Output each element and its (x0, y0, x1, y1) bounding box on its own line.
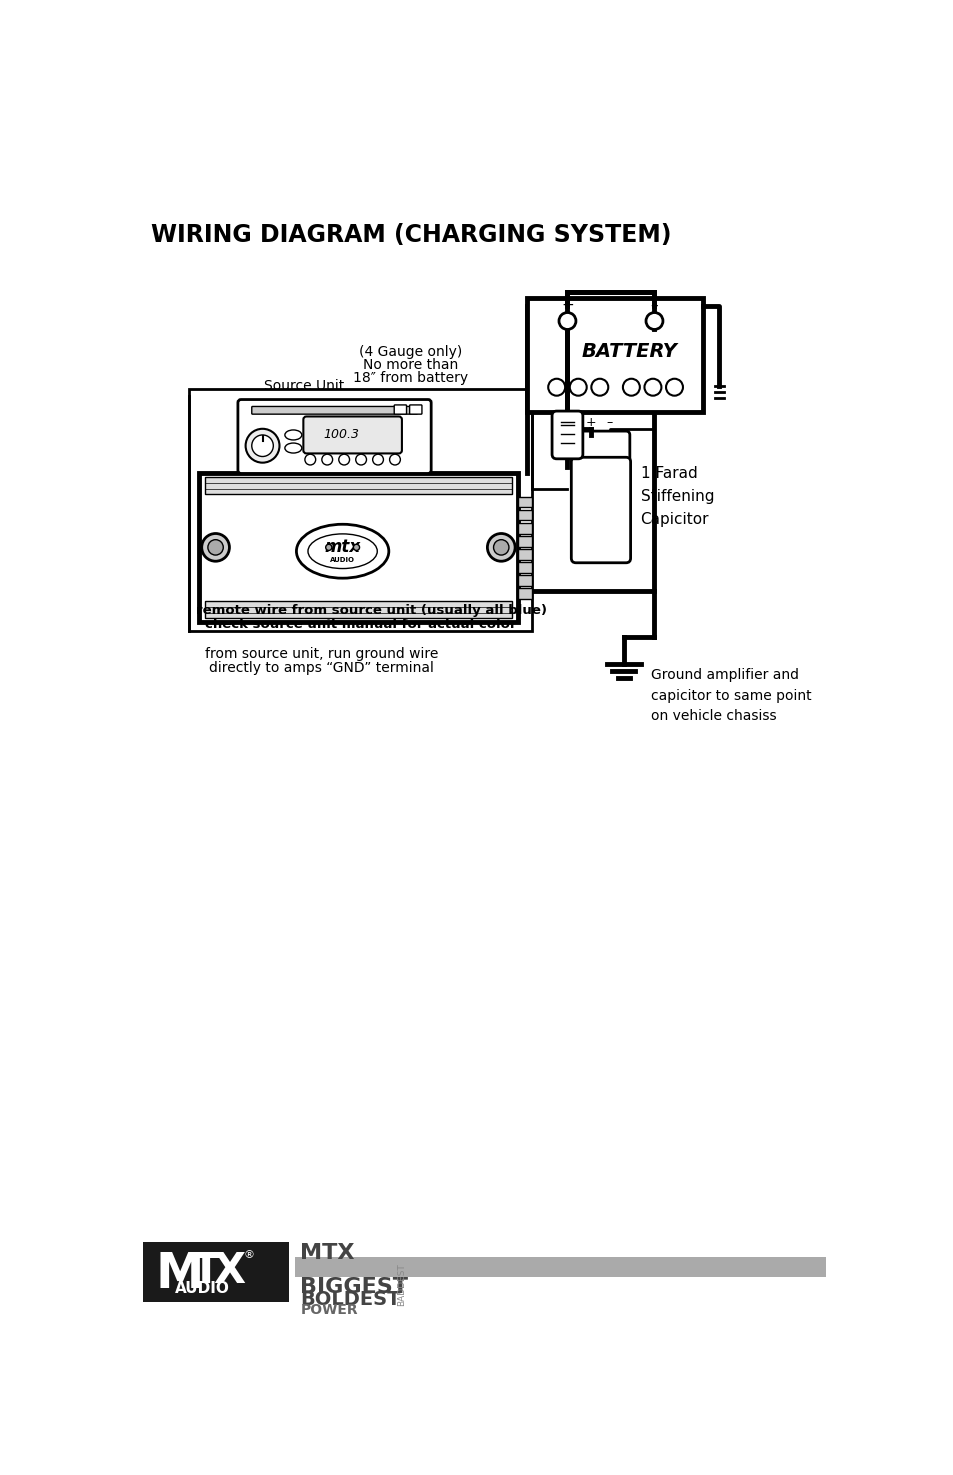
Circle shape (389, 454, 400, 465)
Circle shape (591, 379, 608, 395)
Circle shape (208, 540, 223, 555)
Text: ®: ® (243, 1249, 254, 1260)
Circle shape (493, 540, 508, 555)
Bar (190, 389, 532, 631)
Text: remote wire from source unit (usually all blue): remote wire from source unit (usually al… (195, 605, 546, 618)
FancyBboxPatch shape (409, 406, 421, 414)
Circle shape (548, 379, 564, 395)
Text: BATTERY: BATTERY (580, 342, 677, 361)
Text: 1 Farad
Stiffening
Capicitor: 1 Farad Stiffening Capicitor (640, 466, 714, 528)
Circle shape (355, 454, 366, 465)
Text: BIGGEST: BIGGEST (300, 1277, 408, 1298)
Circle shape (558, 313, 576, 329)
Circle shape (321, 454, 333, 465)
Text: –: – (650, 298, 658, 313)
Text: +: + (585, 416, 596, 429)
Text: MTX: MTX (300, 1243, 355, 1264)
Text: No more than: No more than (362, 358, 457, 372)
FancyBboxPatch shape (237, 400, 431, 473)
Ellipse shape (308, 534, 376, 568)
Text: AUDIO: AUDIO (330, 558, 355, 563)
Bar (517, 497, 532, 507)
Bar (517, 510, 532, 521)
Bar (517, 535, 532, 547)
FancyBboxPatch shape (571, 457, 630, 563)
Circle shape (622, 379, 639, 395)
Text: M: M (155, 1249, 203, 1298)
Text: from source unit, run ground wire: from source unit, run ground wire (205, 646, 438, 661)
Text: BOLDEST: BOLDEST (300, 1291, 400, 1310)
Text: Ground amplifier and
capicitor to same point
on vehicle chasiss: Ground amplifier and capicitor to same p… (650, 668, 810, 723)
Text: (4 Gauge only): (4 Gauge only) (358, 345, 461, 358)
Text: 18″ from battery: 18″ from battery (353, 372, 468, 385)
Ellipse shape (296, 524, 389, 578)
Bar (527, 298, 702, 412)
Ellipse shape (285, 429, 301, 440)
Circle shape (201, 534, 229, 560)
Text: Source Unit: Source Unit (264, 379, 344, 394)
Text: mtx: mtx (324, 538, 360, 556)
Circle shape (353, 544, 359, 550)
Bar (205, 478, 512, 494)
Bar (205, 602, 512, 618)
Circle shape (644, 379, 660, 395)
Circle shape (645, 313, 662, 329)
Text: –: – (606, 416, 612, 429)
Circle shape (569, 379, 586, 395)
Circle shape (245, 429, 279, 463)
Bar (517, 549, 532, 559)
Bar (517, 589, 532, 599)
Text: +: + (560, 298, 574, 313)
Circle shape (338, 454, 349, 465)
FancyBboxPatch shape (394, 406, 406, 414)
Circle shape (252, 435, 274, 456)
Text: check source unit manual for actual color: check source unit manual for actual colo… (204, 618, 516, 631)
Text: T: T (192, 1249, 220, 1292)
Circle shape (325, 544, 332, 550)
Ellipse shape (285, 442, 301, 453)
Text: AUDIO: AUDIO (174, 1280, 230, 1297)
Text: POWER: POWER (300, 1302, 357, 1317)
Bar (143, 1242, 289, 1302)
Text: 100.3: 100.3 (323, 428, 358, 441)
Circle shape (305, 454, 315, 465)
Circle shape (665, 379, 682, 395)
Text: BADDEST: BADDEST (396, 1263, 405, 1305)
Circle shape (487, 534, 515, 560)
Bar (517, 575, 532, 586)
Text: X: X (213, 1249, 245, 1292)
FancyBboxPatch shape (572, 431, 629, 473)
FancyBboxPatch shape (252, 407, 416, 414)
Bar (517, 562, 532, 572)
FancyBboxPatch shape (303, 416, 401, 453)
Bar (294, 1257, 825, 1277)
Text: WIRING DIAGRAM (CHARGING SYSTEM): WIRING DIAGRAM (CHARGING SYSTEM) (151, 223, 671, 248)
FancyBboxPatch shape (552, 412, 582, 459)
Circle shape (373, 454, 383, 465)
Bar (517, 522, 532, 534)
Bar (198, 473, 517, 622)
Text: directly to amps “GND” terminal: directly to amps “GND” terminal (209, 661, 434, 674)
